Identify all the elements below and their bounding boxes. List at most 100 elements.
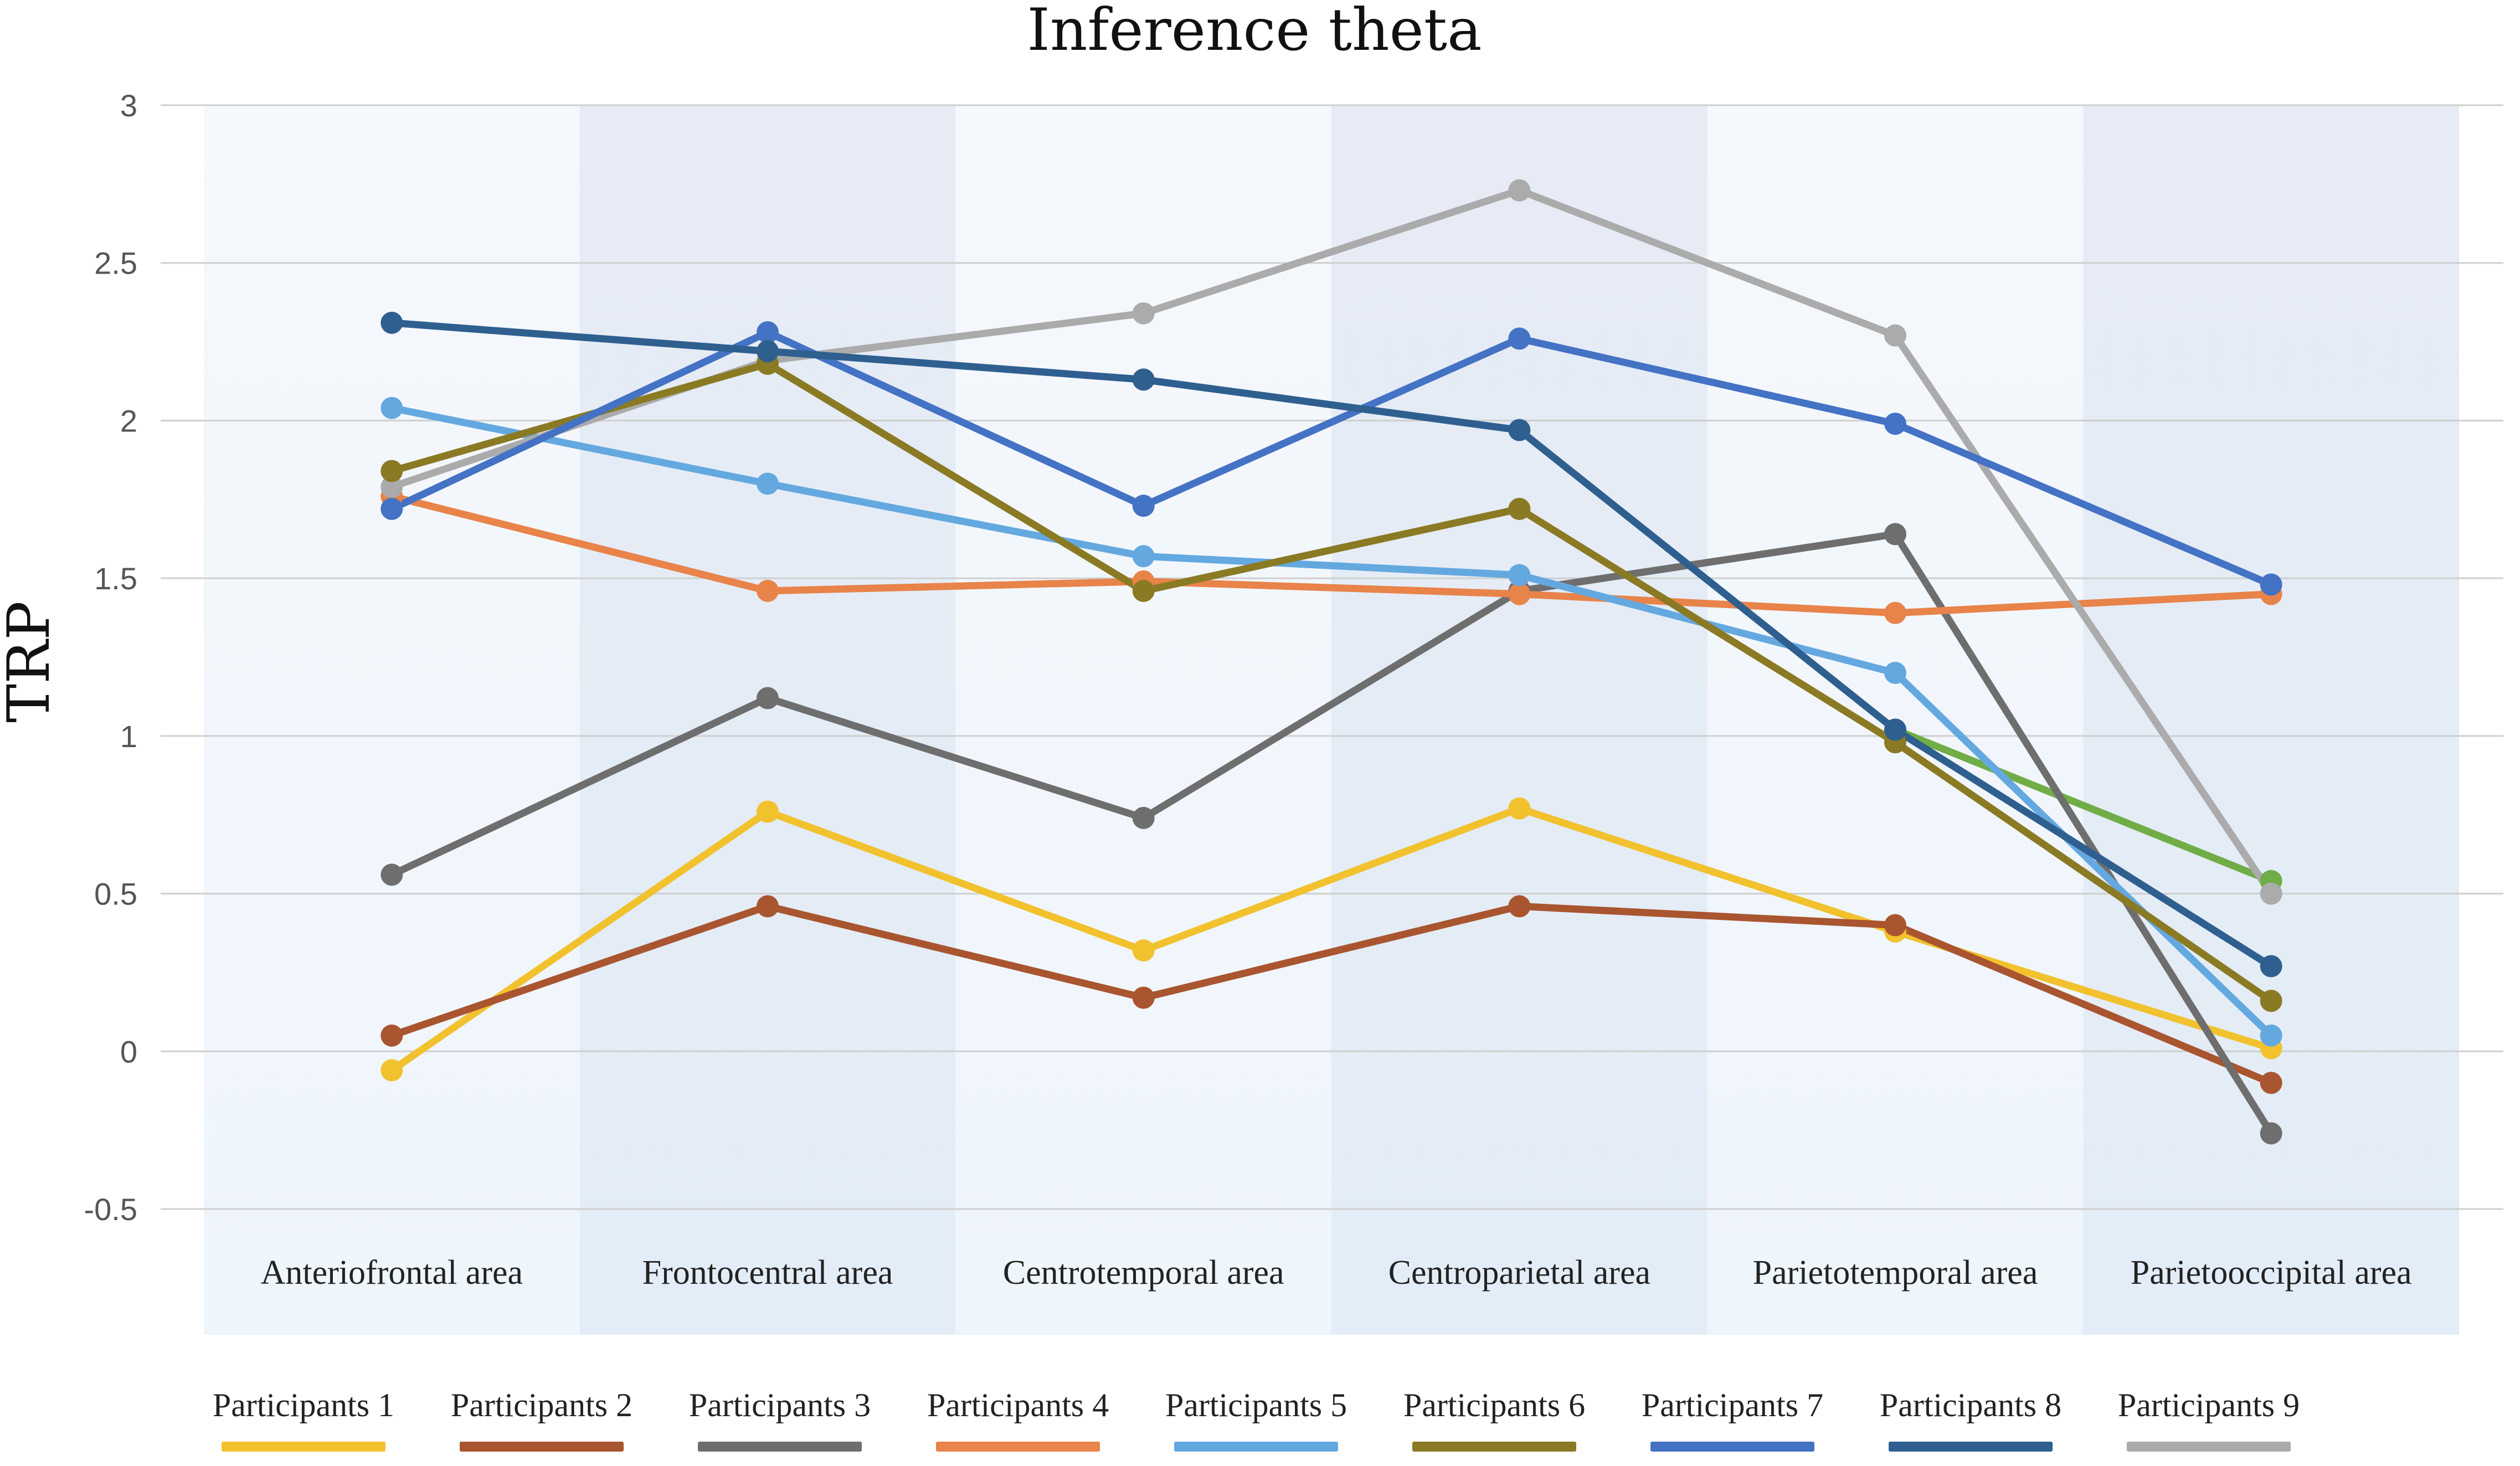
legend-label: Participants 8 bbox=[1880, 1387, 2061, 1423]
x-category-label: Frontocentral area bbox=[642, 1254, 893, 1292]
data-point bbox=[1508, 797, 1531, 820]
y-tick-label: 0.5 bbox=[94, 877, 137, 912]
legend-label: Participants 1 bbox=[213, 1387, 394, 1423]
legend-item: Participants 7 bbox=[1642, 1387, 1823, 1452]
data-point bbox=[757, 340, 779, 363]
series-lines bbox=[388, 187, 2275, 1137]
series-line bbox=[388, 530, 2275, 1137]
data-point bbox=[1508, 564, 1531, 587]
legend-label: Participants 3 bbox=[689, 1387, 871, 1423]
data-point bbox=[380, 460, 403, 482]
category-band bbox=[955, 105, 1331, 1335]
legend-label: Participants 6 bbox=[1403, 1387, 1585, 1423]
data-point bbox=[757, 800, 779, 823]
data-point bbox=[1508, 179, 1531, 202]
data-point bbox=[2260, 1024, 2282, 1047]
data-point bbox=[380, 863, 403, 886]
series-line bbox=[388, 492, 2275, 617]
y-tick-label: 1 bbox=[120, 719, 137, 754]
data-point bbox=[380, 397, 403, 419]
y-tick-label: 1.5 bbox=[94, 561, 137, 596]
data-point bbox=[1132, 368, 1155, 391]
data-point bbox=[757, 472, 779, 495]
data-point bbox=[1132, 495, 1155, 517]
legend-label: Participants 2 bbox=[451, 1387, 632, 1423]
data-point bbox=[1508, 895, 1531, 918]
legend-item: Participants 8 bbox=[1880, 1387, 2061, 1452]
data-point bbox=[2260, 1072, 2282, 1094]
x-category-label: Centrotemporal area bbox=[1003, 1254, 1284, 1292]
data-point bbox=[1508, 583, 1531, 605]
category-band bbox=[204, 105, 580, 1335]
data-point bbox=[380, 497, 403, 520]
category-band bbox=[1331, 105, 1708, 1335]
data-point bbox=[757, 321, 779, 343]
data-point bbox=[1884, 523, 1906, 546]
chart-title: Inference theta bbox=[1027, 0, 1482, 64]
series-line bbox=[388, 319, 2275, 970]
data-point bbox=[1508, 497, 1531, 520]
data-point bbox=[380, 476, 403, 498]
data-point bbox=[1884, 914, 1906, 937]
y-axis-label: TRP bbox=[0, 601, 63, 723]
data-point bbox=[1508, 419, 1531, 441]
legend-swatch bbox=[222, 1442, 385, 1452]
legend-swatch bbox=[460, 1442, 624, 1452]
series-line bbox=[1891, 726, 2275, 885]
legend-item: Participants 4 bbox=[927, 1387, 1109, 1452]
data-point bbox=[2260, 1122, 2282, 1145]
y-tick-label: 3 bbox=[120, 88, 137, 123]
y-axis-ticks: -0.5 0 0.5 1 1.5 2 2.5 3 bbox=[84, 88, 138, 1227]
data-point bbox=[2260, 990, 2282, 1012]
legend-item: Participants 6 bbox=[1403, 1387, 1585, 1452]
legend-item: Participants 2 bbox=[451, 1387, 632, 1452]
data-point bbox=[2260, 955, 2282, 978]
data-point bbox=[1884, 718, 1906, 741]
data-point bbox=[1132, 545, 1155, 568]
x-category-label: Parietotemporal area bbox=[1753, 1254, 2038, 1292]
x-category-label: Anteriofrontal area bbox=[261, 1254, 523, 1292]
legend-swatch bbox=[1174, 1442, 1338, 1452]
legend-item: Participants 3 bbox=[689, 1387, 871, 1452]
x-category-label: Parietooccipital area bbox=[2131, 1254, 2412, 1292]
data-point bbox=[757, 579, 779, 602]
legend-label: Participants 9 bbox=[2118, 1387, 2300, 1423]
data-point bbox=[1132, 579, 1155, 602]
legend-label: Participants 4 bbox=[927, 1387, 1109, 1423]
data-point bbox=[1884, 324, 1906, 347]
legend-label: Participants 5 bbox=[1165, 1387, 1347, 1423]
data-point bbox=[1132, 939, 1155, 962]
data-point bbox=[1132, 806, 1155, 829]
legend-item: Participants 9 bbox=[2118, 1387, 2300, 1452]
y-tick-label: 2 bbox=[120, 403, 137, 438]
category-band bbox=[579, 105, 956, 1335]
data-point bbox=[1884, 601, 1906, 624]
legend-item: Participants 5 bbox=[1165, 1387, 1347, 1452]
series-line bbox=[388, 404, 2275, 1040]
y-tick-label: 0 bbox=[120, 1034, 137, 1069]
data-point bbox=[1132, 986, 1155, 1009]
data-point bbox=[2260, 882, 2282, 905]
legend-swatch bbox=[1889, 1442, 2053, 1452]
legend-swatch bbox=[1650, 1442, 1814, 1452]
series-points bbox=[380, 179, 2282, 1145]
y-tick-label: -0.5 bbox=[84, 1192, 138, 1227]
data-point bbox=[757, 895, 779, 918]
legend-swatch bbox=[1412, 1442, 1576, 1452]
data-point bbox=[2260, 573, 2282, 596]
legend-swatch bbox=[2127, 1442, 2291, 1452]
legend: Participants 1 Participants 2 Participants… bbox=[213, 1387, 2300, 1452]
legend-item: Participants 1 bbox=[213, 1387, 394, 1452]
category-bands bbox=[204, 105, 2459, 1335]
category-band bbox=[2083, 105, 2459, 1335]
legend-swatch bbox=[936, 1442, 1100, 1452]
data-point bbox=[1132, 302, 1155, 325]
data-point bbox=[1884, 661, 1906, 684]
data-point bbox=[757, 687, 779, 709]
series-line bbox=[388, 328, 2275, 588]
x-category-label: Centroparietal area bbox=[1388, 1254, 1650, 1292]
data-point bbox=[380, 1024, 403, 1047]
legend-label: Participants 7 bbox=[1642, 1387, 1823, 1423]
series-line bbox=[388, 902, 2275, 1087]
data-point bbox=[1884, 413, 1906, 435]
